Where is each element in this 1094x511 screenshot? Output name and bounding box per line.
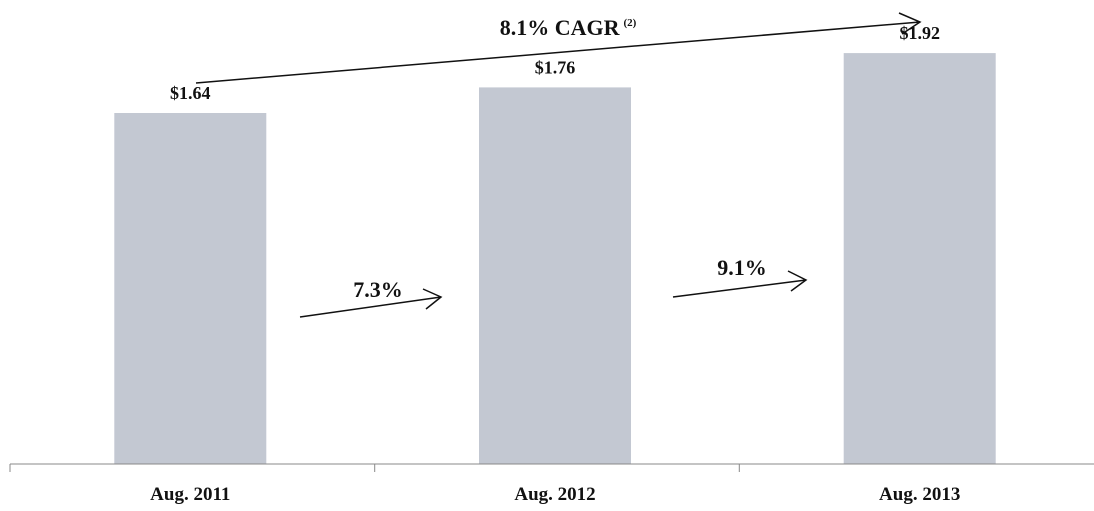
- cagr-arrow-head: [898, 12, 922, 35]
- bar-aug-2013: [843, 53, 996, 464]
- x-tick-label: Aug. 2011: [150, 484, 230, 505]
- cagr-annotation: 8.1% CAGR (2): [195, 12, 922, 84]
- x-tick-label: Aug. 2012: [514, 484, 595, 505]
- growth-arrow-head: [787, 270, 808, 292]
- growth-annotation-2012-2013: 9.1%: [672, 255, 808, 298]
- bars-group: [114, 53, 996, 465]
- bar-value-label: $1.92: [899, 23, 940, 43]
- bar-aug-2012: [479, 87, 631, 465]
- bar-value-label: $1.76: [535, 57, 576, 77]
- growth-arrow-line: [299, 296, 442, 318]
- growth-arrow-head: [422, 288, 443, 310]
- bar-value-label: $1.64: [170, 83, 211, 103]
- x-tick-labels-group: Aug. 2011 Aug. 2012 Aug. 2013: [150, 484, 960, 505]
- growth-label: 9.1%: [717, 255, 767, 280]
- x-ticks-group: [9, 464, 740, 472]
- bar-aug-2011: [114, 113, 267, 464]
- growth-annotation-2011-2012: 7.3%: [299, 277, 443, 318]
- growth-arrow-line: [672, 279, 807, 298]
- growth-label: 7.3%: [353, 277, 403, 302]
- cagr-label: 8.1% CAGR (2): [500, 15, 637, 40]
- x-tick-label: Aug. 2013: [879, 484, 960, 505]
- cagr-arrow-line: [195, 21, 921, 84]
